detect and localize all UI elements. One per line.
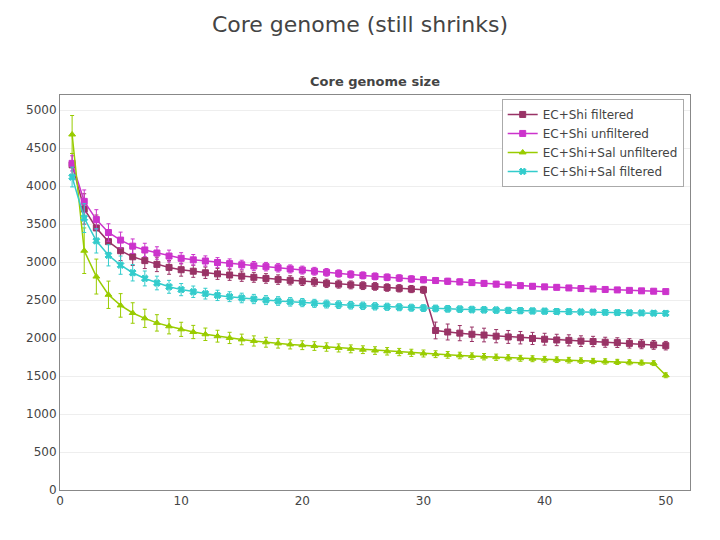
svg-text:50: 50 <box>658 494 673 508</box>
svg-text:0: 0 <box>49 483 57 497</box>
svg-text:10: 10 <box>174 494 189 508</box>
svg-text:20: 20 <box>295 494 310 508</box>
svg-text:2000: 2000 <box>26 331 57 345</box>
svg-text:EC+Shi filtered: EC+Shi filtered <box>543 108 634 122</box>
svg-text:5000: 5000 <box>26 103 57 117</box>
svg-text:4000: 4000 <box>26 179 57 193</box>
svg-text:3500: 3500 <box>26 217 57 231</box>
svg-text:40: 40 <box>537 494 552 508</box>
svg-text:Core genome size: Core genome size <box>310 74 440 89</box>
svg-text:Core genome (still shrinks): Core genome (still shrinks) <box>212 12 508 37</box>
svg-text:1500: 1500 <box>26 369 57 383</box>
svg-text:2500: 2500 <box>26 293 57 307</box>
svg-text:EC+Shi+Sal unfiltered: EC+Shi+Sal unfiltered <box>543 146 678 160</box>
svg-text:4500: 4500 <box>26 141 57 155</box>
svg-text:500: 500 <box>34 445 57 459</box>
svg-text:1000: 1000 <box>26 407 57 421</box>
svg-text:EC+Shi+Sal filtered: EC+Shi+Sal filtered <box>543 165 662 179</box>
svg-text:0: 0 <box>56 494 64 508</box>
svg-text:30: 30 <box>416 494 431 508</box>
svg-text:3000: 3000 <box>26 255 57 269</box>
svg-text:EC+Shi unfiltered: EC+Shi unfiltered <box>543 127 649 141</box>
